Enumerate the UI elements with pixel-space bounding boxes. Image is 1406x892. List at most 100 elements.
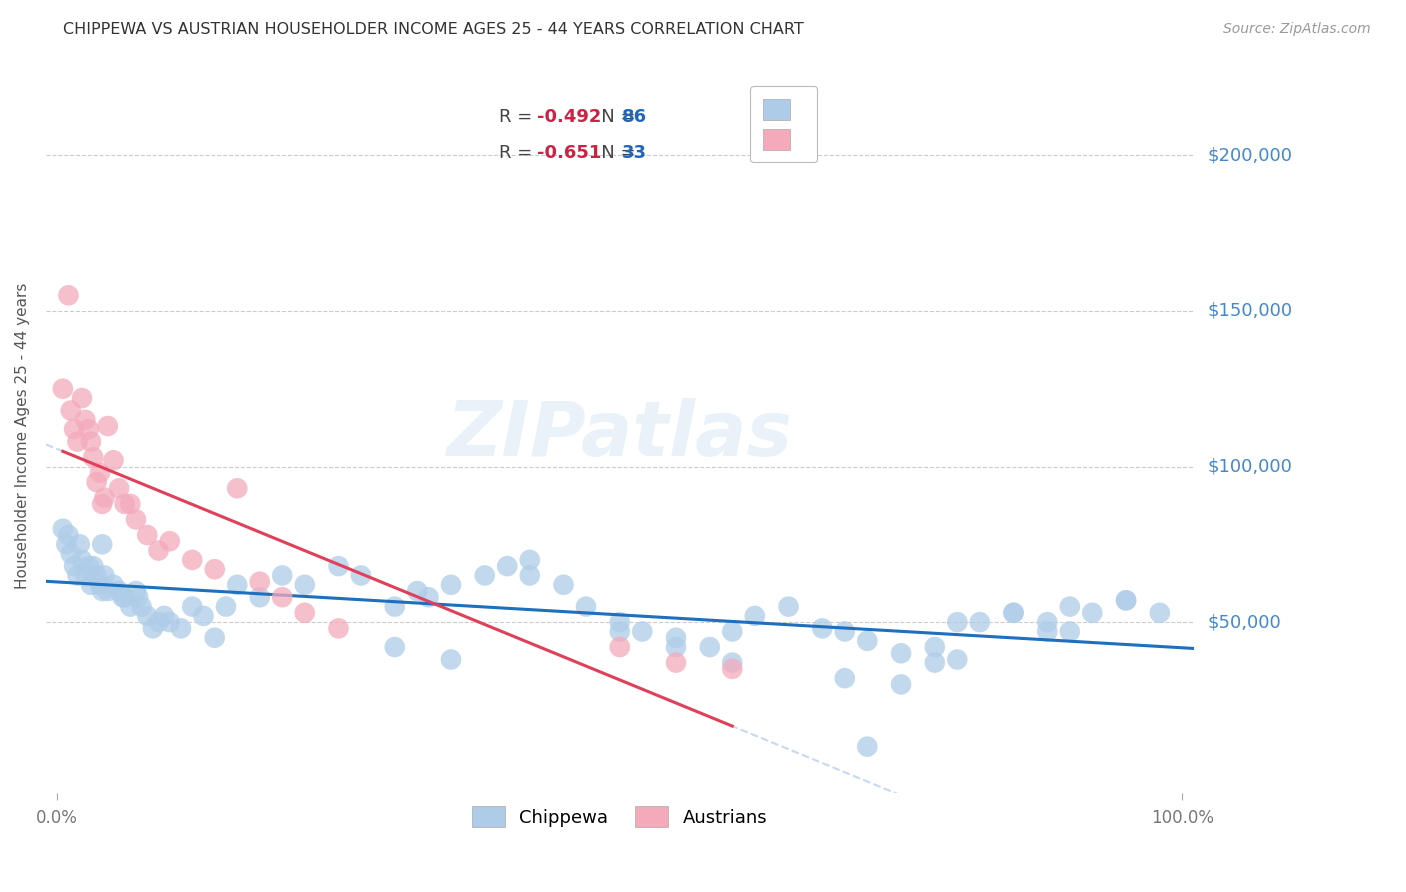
Point: [52, 522, 75, 536]
Point: [1115, 593, 1137, 607]
Point: [181, 553, 204, 567]
Point: [575, 599, 598, 614]
Point: [924, 640, 946, 654]
Point: [148, 615, 170, 629]
Point: [1002, 606, 1025, 620]
Text: 33: 33: [621, 144, 647, 161]
Text: $100,000: $100,000: [1208, 458, 1292, 475]
Point: [1059, 599, 1081, 614]
Point: [153, 609, 176, 624]
Point: [82, 450, 104, 465]
Point: [1059, 624, 1081, 639]
Point: [1036, 615, 1059, 629]
Point: [834, 624, 856, 639]
Point: [108, 481, 131, 495]
Point: [631, 624, 654, 639]
Text: $150,000: $150,000: [1208, 301, 1292, 320]
Point: [91, 584, 114, 599]
Point: [125, 584, 148, 599]
Point: [519, 553, 541, 567]
Text: 86: 86: [621, 108, 647, 126]
Point: [856, 633, 879, 648]
Point: [63, 559, 86, 574]
Point: [55, 537, 77, 551]
Point: [114, 497, 136, 511]
Point: [80, 434, 103, 449]
Point: [80, 578, 103, 592]
Point: [440, 652, 463, 666]
Point: [294, 578, 316, 592]
Point: [226, 578, 249, 592]
Point: [609, 640, 631, 654]
Point: [249, 591, 271, 605]
Point: [271, 591, 294, 605]
Point: [159, 534, 181, 549]
Text: N =: N =: [585, 144, 641, 161]
Point: [946, 615, 969, 629]
Point: [91, 537, 114, 551]
Point: [131, 599, 153, 614]
Point: [890, 677, 912, 691]
Point: [856, 739, 879, 754]
Text: CHIPPEWA VS AUSTRIAN HOUSEHOLDER INCOME AGES 25 - 44 YEARS CORRELATION CHART: CHIPPEWA VS AUSTRIAN HOUSEHOLDER INCOME …: [63, 22, 804, 37]
Point: [97, 419, 120, 434]
Point: [519, 568, 541, 582]
Point: [120, 497, 142, 511]
Point: [744, 609, 766, 624]
Point: [1115, 593, 1137, 607]
Point: [86, 568, 108, 582]
Point: [406, 584, 429, 599]
Point: [97, 584, 120, 599]
Text: $200,000: $200,000: [1208, 146, 1292, 164]
Point: [384, 640, 406, 654]
Point: [328, 559, 350, 574]
Point: [136, 609, 159, 624]
Point: [193, 609, 215, 624]
Point: [66, 568, 89, 582]
Point: [665, 631, 688, 645]
Point: [1149, 606, 1171, 620]
Point: [103, 578, 125, 592]
Point: [778, 599, 800, 614]
Point: [609, 624, 631, 639]
Point: [52, 382, 75, 396]
Point: [170, 621, 193, 635]
Point: [609, 615, 631, 629]
Point: [215, 599, 238, 614]
Point: [1002, 606, 1025, 620]
Point: [59, 403, 82, 417]
Point: [58, 528, 80, 542]
Point: [93, 491, 115, 505]
Point: [721, 656, 744, 670]
Point: [226, 481, 249, 495]
Point: [271, 568, 294, 582]
Text: $50,000: $50,000: [1208, 613, 1281, 632]
Point: [181, 599, 204, 614]
Point: [127, 591, 149, 605]
Point: [91, 497, 114, 511]
Text: N =: N =: [585, 108, 641, 126]
Point: [811, 621, 834, 635]
Point: [77, 559, 100, 574]
Point: [1036, 624, 1059, 639]
Point: [58, 288, 80, 302]
Point: [249, 574, 271, 589]
Point: [204, 562, 226, 576]
Point: [111, 591, 134, 605]
Text: R =: R =: [499, 144, 538, 161]
Text: ZIPatlas: ZIPatlas: [447, 399, 793, 473]
Point: [665, 640, 688, 654]
Point: [699, 640, 721, 654]
Point: [294, 606, 316, 620]
Point: [120, 599, 142, 614]
Point: [125, 512, 148, 526]
Point: [75, 568, 97, 582]
Text: -0.651: -0.651: [537, 144, 602, 161]
Point: [834, 671, 856, 685]
Point: [93, 568, 115, 582]
Point: [350, 568, 373, 582]
Point: [924, 656, 946, 670]
Y-axis label: Householder Income Ages 25 - 44 years: Householder Income Ages 25 - 44 years: [15, 282, 30, 589]
Point: [721, 662, 744, 676]
Point: [77, 422, 100, 436]
